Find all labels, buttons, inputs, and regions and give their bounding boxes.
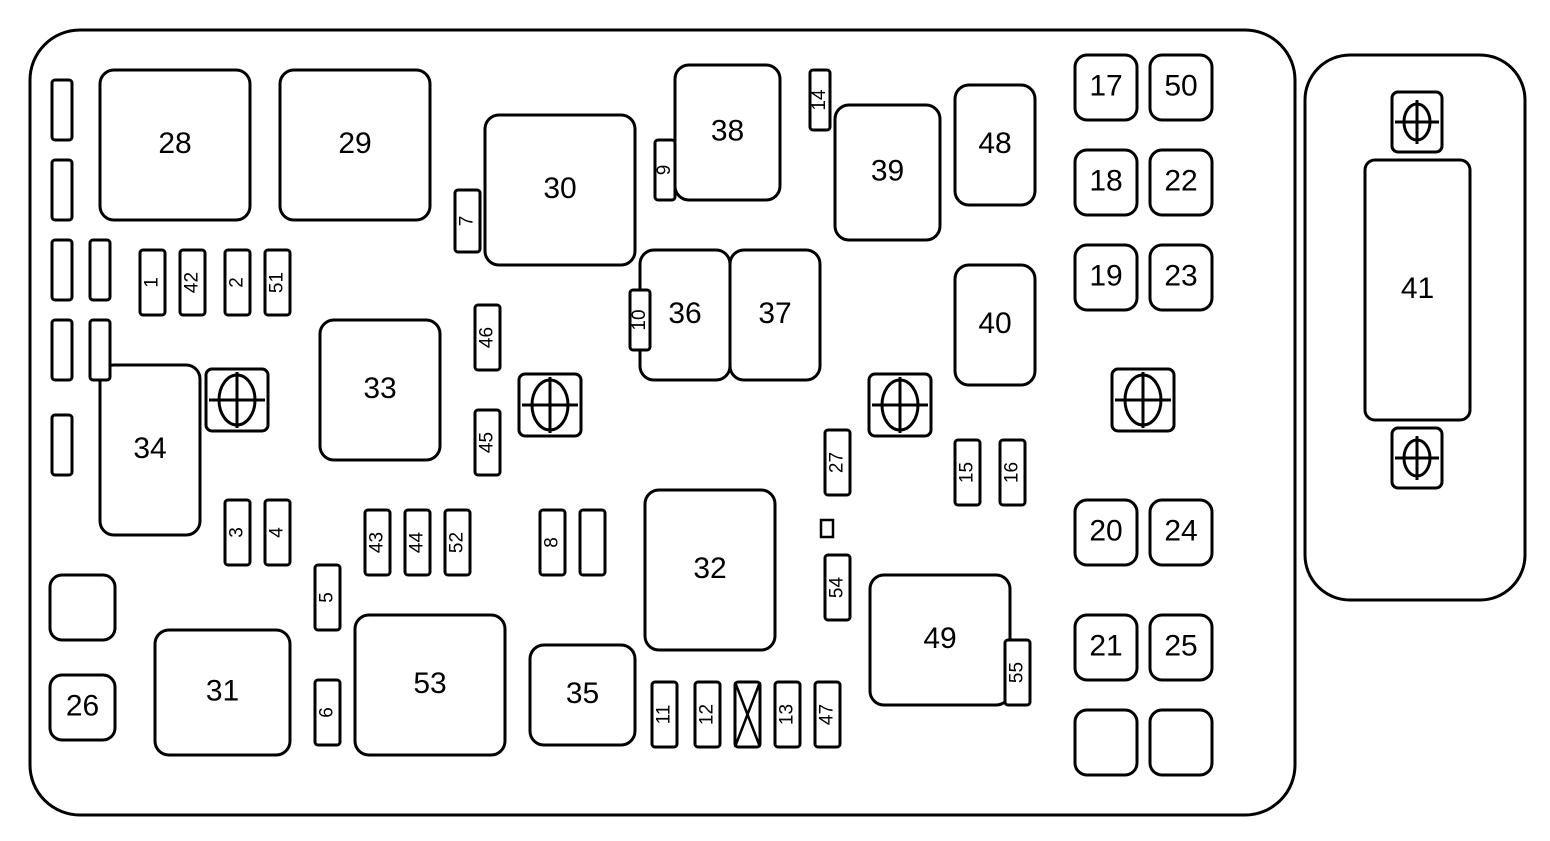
fuse-label-8: 8 (542, 537, 563, 548)
fuse-label-11: 11 (654, 705, 675, 725)
fuse-label-7: 7 (457, 216, 478, 227)
fuse-label-2: 2 (227, 277, 248, 288)
label-49: 49 (923, 622, 956, 655)
label-48: 48 (978, 127, 1011, 160)
fuse-label-3: 3 (227, 527, 248, 538)
label-18: 18 (1089, 164, 1122, 197)
label-22: 22 (1164, 164, 1197, 197)
fuse-blank (580, 510, 605, 575)
fuse-label-27: 27 (827, 452, 848, 473)
fuse-label-9: 9 (654, 165, 675, 176)
fuse-label-45: 45 (477, 432, 498, 453)
label-28: 28 (158, 127, 191, 160)
fuse-label-13: 13 (777, 704, 798, 725)
fuse-blank (52, 160, 72, 220)
label-38: 38 (711, 114, 744, 147)
label-33: 33 (363, 372, 396, 405)
label-34: 34 (133, 432, 166, 465)
fuse-label-51: 51 (267, 272, 288, 293)
component-blank (1075, 710, 1137, 775)
fuse-label-14: 14 (809, 89, 830, 111)
label-23: 23 (1164, 259, 1197, 292)
label-30: 30 (543, 172, 576, 205)
fuse-label-46: 46 (477, 327, 498, 348)
fuse-label-43: 43 (367, 532, 388, 553)
label-20: 20 (1089, 514, 1122, 547)
component-blank (50, 575, 115, 640)
label-25: 25 (1164, 629, 1197, 662)
label-53: 53 (413, 667, 446, 700)
label-36: 36 (668, 297, 701, 330)
label-35: 35 (566, 677, 599, 710)
label-32: 32 (693, 552, 726, 585)
fuse-label-15: 15 (957, 462, 978, 483)
fuse-blank (90, 240, 110, 300)
fuse-label-44: 44 (407, 532, 428, 554)
fuse-box-diagram: 2829303839483637403433324931533526175018… (0, 0, 1550, 841)
label-21: 21 (1089, 629, 1122, 662)
fuse-label-54: 54 (827, 577, 848, 599)
fuse-blank (90, 320, 110, 380)
fuse-label-52: 52 (447, 532, 468, 553)
label-19: 19 (1089, 259, 1122, 292)
fuse-label-55: 55 (1007, 662, 1028, 683)
label-39: 39 (871, 154, 904, 187)
label-24: 24 (1164, 514, 1197, 547)
fuse-blank (52, 320, 72, 380)
fuse-label-16: 16 (1002, 462, 1023, 483)
label-31: 31 (206, 674, 239, 707)
label-26: 26 (66, 689, 99, 722)
label-40: 40 (978, 307, 1011, 340)
label-41: 41 (1401, 272, 1434, 305)
fuse-label-10: 10 (629, 309, 650, 330)
label-37: 37 (758, 297, 791, 330)
fuse-label-47: 47 (817, 704, 838, 725)
fuse-label-4: 4 (267, 527, 288, 538)
fuse-label-12: 12 (697, 704, 718, 725)
label-29: 29 (338, 127, 371, 160)
fuse-notch (821, 520, 833, 537)
fuse-label-1: 1 (142, 277, 163, 288)
fuse-blank (52, 240, 72, 300)
fuse-blank (52, 80, 72, 140)
fuse-blank (52, 415, 72, 475)
component-blank (1150, 710, 1212, 775)
fuse-label-42: 42 (182, 272, 203, 293)
fuse-label-6: 6 (317, 707, 338, 718)
label-50: 50 (1164, 69, 1197, 102)
label-17: 17 (1089, 69, 1122, 102)
fuse-label-5: 5 (317, 592, 338, 603)
